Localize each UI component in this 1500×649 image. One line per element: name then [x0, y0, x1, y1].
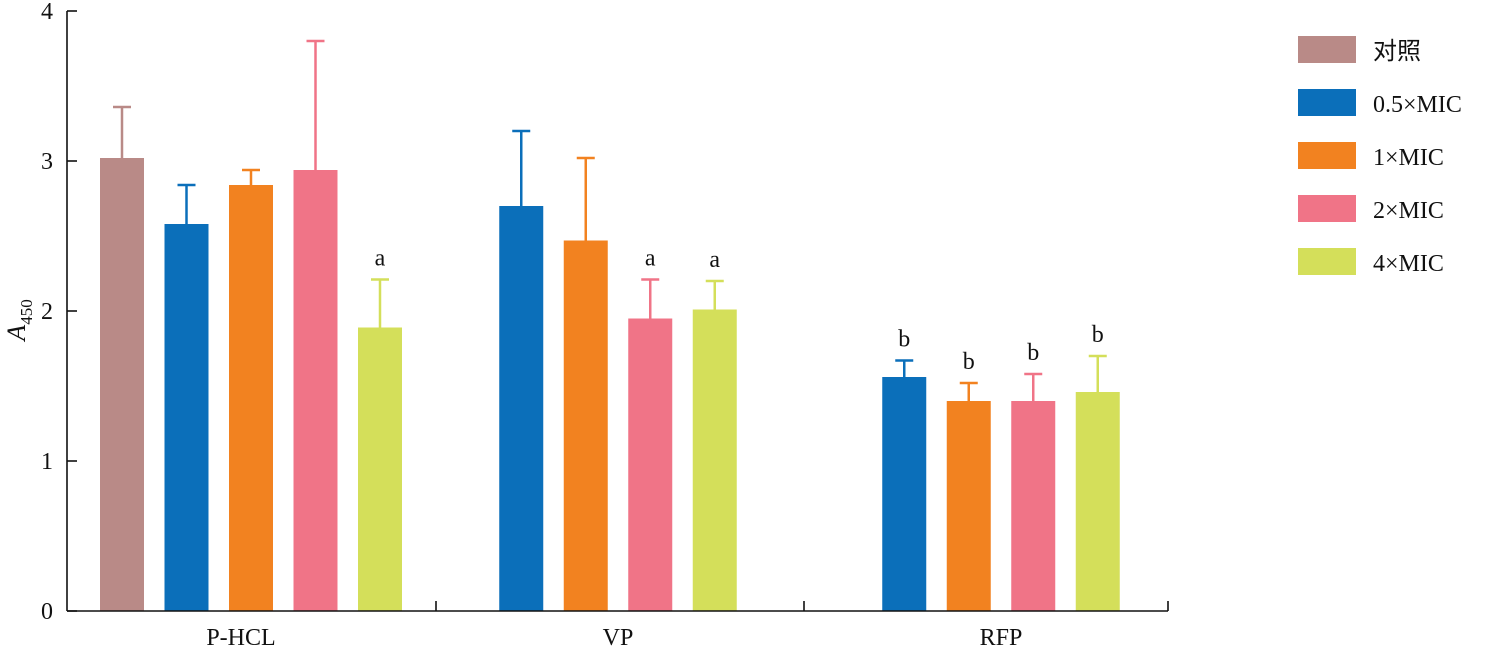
- bar-group-item: [229, 168, 273, 611]
- bar: [882, 377, 927, 611]
- legend-label: 4×MIC: [1373, 251, 1444, 277]
- legend-item: 对照: [1298, 36, 1421, 65]
- bar: [1075, 392, 1120, 611]
- bar-group-item: [100, 105, 144, 611]
- x-category-label: P-HCL: [206, 625, 275, 649]
- significance-label: a: [709, 247, 720, 273]
- x-category-label: VP: [603, 625, 634, 649]
- bar-group-item: b: [882, 327, 927, 611]
- bar-group-item: a: [358, 246, 402, 611]
- bar: [946, 401, 991, 611]
- bar: [563, 240, 608, 611]
- bar: [1011, 401, 1056, 611]
- bar-group-item: b: [946, 349, 991, 611]
- y-axis-title: A450: [2, 299, 36, 342]
- bar: [499, 206, 544, 611]
- legend-swatch: [1298, 142, 1356, 169]
- legend-swatch: [1298, 89, 1356, 116]
- bar-group-item: a: [692, 247, 737, 611]
- significance-label: a: [375, 246, 386, 272]
- x-category-label: RFP: [980, 625, 1023, 649]
- legend-item: 2×MIC: [1298, 195, 1444, 224]
- bar-group-item: [293, 39, 338, 611]
- bar: [628, 318, 673, 611]
- bar: [358, 327, 402, 611]
- significance-label: b: [1027, 340, 1039, 366]
- y-axis-title-main: A: [2, 325, 31, 343]
- legend-item: 1×MIC: [1298, 142, 1444, 171]
- legend-swatch: [1298, 195, 1356, 222]
- bar: [100, 158, 144, 611]
- legend-label: 1×MIC: [1373, 145, 1444, 171]
- y-tick-label: 1: [41, 449, 53, 475]
- bar: [164, 224, 209, 611]
- y-axis: 0 1 2 3 4: [41, 0, 77, 625]
- significance-label: b: [1092, 322, 1104, 348]
- legend-item: 0.5×MIC: [1298, 89, 1462, 118]
- x-axis: P-HCL VP RFP: [67, 601, 1169, 649]
- legend-label: 0.5×MIC: [1373, 92, 1462, 118]
- bar: [293, 170, 338, 611]
- significance-label: b: [898, 327, 910, 353]
- bar-group-item: [563, 156, 608, 611]
- y-axis-label: A450: [2, 299, 36, 342]
- legend-item: 4×MIC: [1298, 248, 1444, 277]
- y-axis-title-subscript: 450: [17, 299, 36, 325]
- bar: [692, 309, 737, 611]
- bars: a a a b b b b: [100, 39, 1120, 611]
- legend: 对照 0.5×MIC 1×MIC 2×MIC 4×MIC: [1298, 36, 1462, 277]
- bar: [229, 185, 273, 611]
- y-tick-label: 3: [41, 149, 53, 175]
- legend-swatch: [1298, 248, 1356, 275]
- bar-group-item: a: [628, 246, 673, 611]
- bar-group-item: [499, 129, 544, 611]
- significance-label: b: [963, 349, 975, 375]
- bar-group-item: b: [1075, 322, 1120, 611]
- bar-group-item: b: [1011, 340, 1056, 611]
- significance-label: a: [645, 246, 656, 272]
- y-tick-label: 0: [41, 599, 53, 625]
- y-tick-label: 4: [41, 0, 53, 25]
- legend-label: 2×MIC: [1373, 198, 1444, 224]
- bar-group-item: [164, 183, 209, 611]
- y-tick-label: 2: [41, 299, 53, 325]
- legend-label: 对照: [1373, 38, 1421, 65]
- legend-swatch: [1298, 36, 1356, 63]
